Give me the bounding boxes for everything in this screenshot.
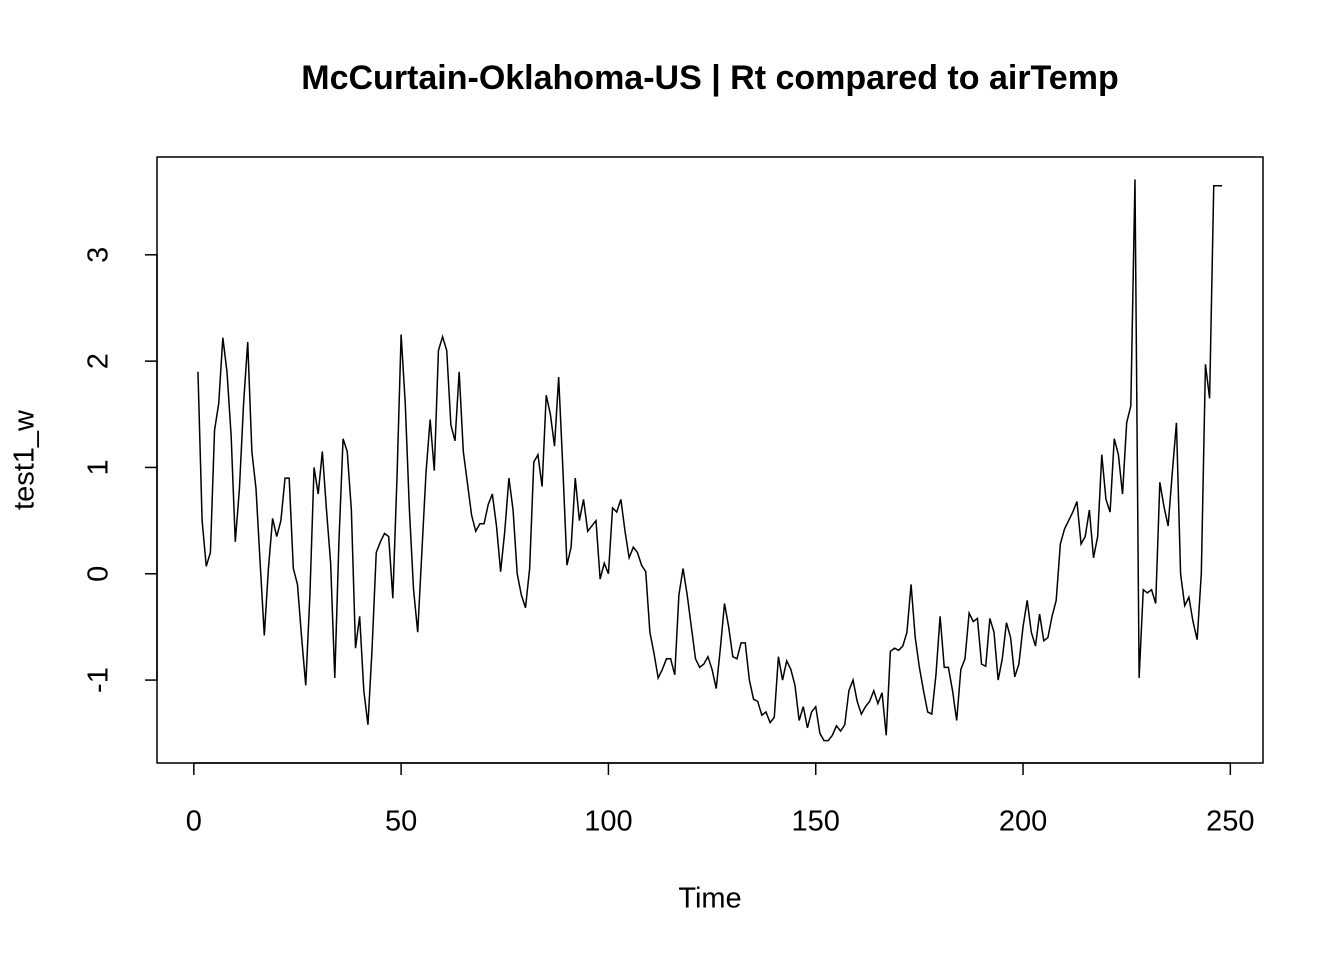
chart-title: McCurtain-Oklahoma-US | Rt compared to a… <box>301 59 1118 97</box>
y-tick-label: 0 <box>83 566 115 582</box>
y-axis-label: test1_w <box>9 409 41 510</box>
data-line <box>197 179 1223 742</box>
x-tick-label: 50 <box>385 806 417 838</box>
y-tick-label: 1 <box>83 459 115 475</box>
x-tick-label: 150 <box>792 806 840 838</box>
y-tick-label: 2 <box>83 353 115 369</box>
y-tick-label: 3 <box>83 247 115 263</box>
x-axis-label: Time <box>678 883 741 915</box>
x-tick-label: 200 <box>999 806 1047 838</box>
x-tick-label: 250 <box>1206 806 1254 838</box>
y-tick-label: -1 <box>83 667 115 693</box>
x-tick-label: 0 <box>186 806 202 838</box>
x-tick-label: 100 <box>584 806 632 838</box>
